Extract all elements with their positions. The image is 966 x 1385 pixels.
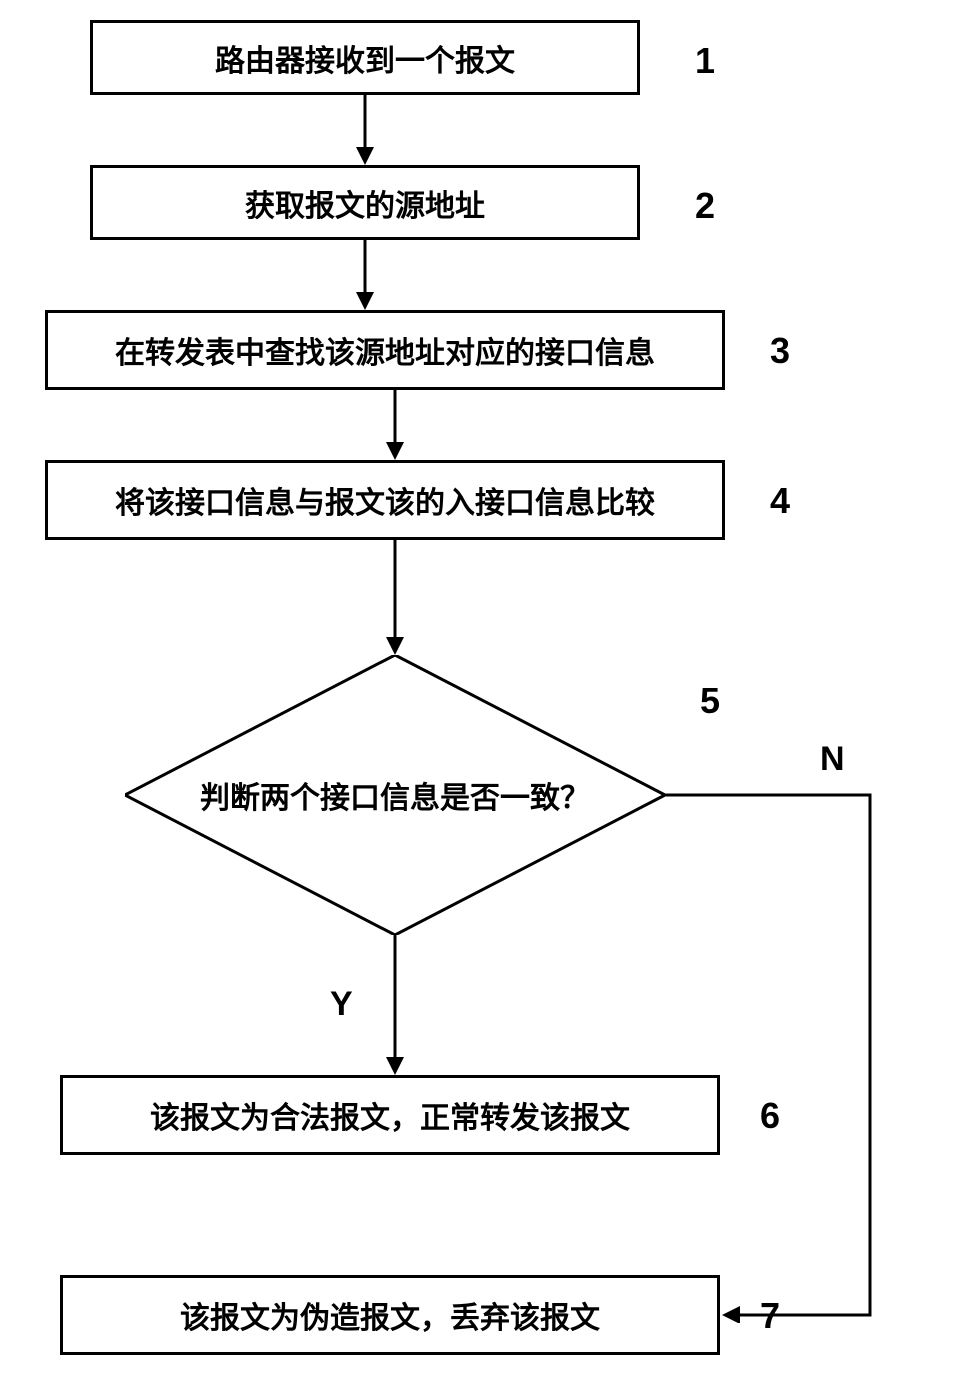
flowchart-container: 路由器接收到一个报文 1 获取报文的源地址 2 在转发表中查找该源地址对应的接口… xyxy=(0,0,966,1385)
step-4-label: 4 xyxy=(770,480,790,522)
step-3-box: 在转发表中查找该源地址对应的接口信息 xyxy=(45,310,725,390)
step-2-text: 获取报文的源地址 xyxy=(245,181,485,225)
step-7-label: 7 xyxy=(760,1295,780,1337)
step-5-diamond: 判断两个接口信息是否一致？ xyxy=(125,655,665,935)
step-6-box: 该报文为合法报文，正常转发该报文 xyxy=(60,1075,720,1155)
step-2-label: 2 xyxy=(695,185,715,227)
yes-label: Y xyxy=(330,985,353,1024)
arrow-5-to-6-yes xyxy=(380,935,410,1077)
arrow-3-to-4 xyxy=(380,390,410,462)
no-label: N xyxy=(820,740,845,779)
step-3-label: 3 xyxy=(770,330,790,372)
arrow-2-to-3 xyxy=(350,240,380,312)
arrow-1-to-2 xyxy=(350,95,380,167)
arrow-5-to-7-no xyxy=(665,793,895,1323)
step-4-text: 将该接口信息与报文该的入接口信息比较 xyxy=(115,478,655,522)
step-5-text: 判断两个接口信息是否一致？ xyxy=(200,773,590,817)
step-6-text: 该报文为合法报文，正常转发该报文 xyxy=(150,1093,630,1137)
step-2-box: 获取报文的源地址 xyxy=(90,165,640,240)
step-1-text: 路由器接收到一个报文 xyxy=(215,36,515,80)
step-1-box: 路由器接收到一个报文 xyxy=(90,20,640,95)
step-5-label: 5 xyxy=(700,680,720,722)
step-1-label: 1 xyxy=(695,40,715,82)
arrow-4-to-5 xyxy=(380,540,410,657)
step-3-text: 在转发表中查找该源地址对应的接口信息 xyxy=(115,328,655,372)
step-7-text: 该报文为伪造报文，丢弃该报文 xyxy=(180,1293,600,1337)
step-4-box: 将该接口信息与报文该的入接口信息比较 xyxy=(45,460,725,540)
step-7-box: 该报文为伪造报文，丢弃该报文 xyxy=(60,1275,720,1355)
